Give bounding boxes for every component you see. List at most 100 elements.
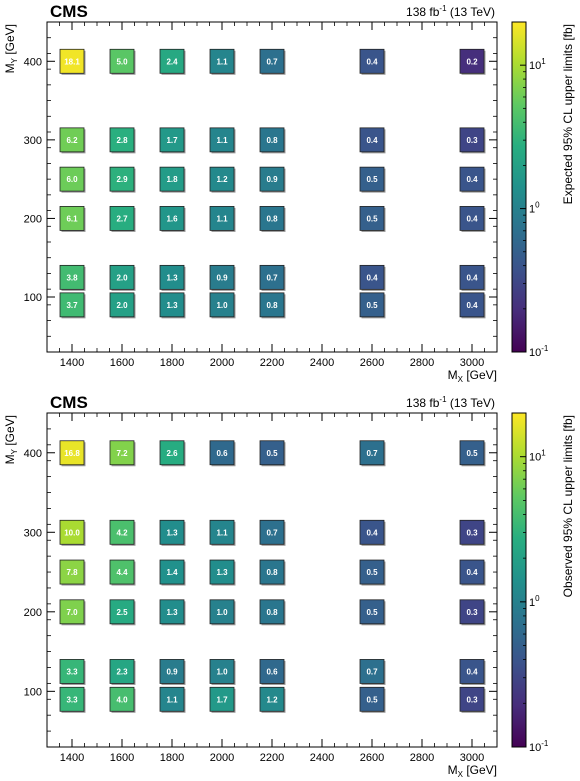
heatmap-cell: 1.1 — [159, 686, 186, 713]
x-axis-label: MX [GeV] — [448, 368, 497, 384]
cell-square — [259, 127, 285, 153]
heatmap-cell: 1.7 — [159, 127, 186, 154]
heatmap-cell: 0.8 — [259, 292, 286, 319]
cell-value-label: 0.3 — [466, 528, 478, 537]
luminosity-label: 138 fb-1 (13 TeV) — [406, 4, 495, 19]
heatmap-cell: 0.4 — [459, 166, 486, 193]
cell-value-label: 0.6 — [216, 449, 228, 458]
cell-square — [159, 686, 185, 712]
x-axis-subscript: X — [458, 770, 464, 779]
cell-square — [259, 292, 285, 318]
cell-square — [459, 659, 485, 684]
lumi-value: 138 fb — [406, 5, 440, 19]
cell-value-label: 1.3 — [166, 528, 178, 537]
cell-square — [459, 127, 485, 153]
heatmap-cell: 2.6 — [159, 440, 186, 467]
heatmap-cell: 0.6 — [259, 659, 286, 685]
cell-square — [109, 206, 135, 231]
cell-square — [109, 166, 135, 192]
heatmap-cell: 7.0 — [59, 599, 86, 626]
heatmap-cell: 2.8 — [109, 127, 136, 154]
cell-square — [459, 48, 485, 74]
heatmap-cell: 0.4 — [459, 206, 486, 232]
lumi-exponent: -1 — [439, 4, 447, 13]
cell-value-label: 2.7 — [116, 214, 128, 223]
cell-square — [59, 206, 85, 231]
cell-value-label: 16.8 — [64, 449, 80, 458]
cell-square — [159, 659, 185, 684]
cell-value-label: 0.8 — [266, 568, 278, 577]
cell-square — [359, 166, 385, 192]
cell-square — [359, 686, 385, 712]
cell-value-label: 1.3 — [216, 568, 228, 577]
colorbar-tick-base: 10 — [529, 742, 541, 754]
cell-value-label: 1.1 — [216, 528, 228, 537]
heatmap-cell: 1.8 — [159, 166, 186, 193]
y-axis-label: MY [GeV] — [3, 415, 19, 464]
cell-value-label: 1.0 — [216, 667, 228, 676]
heatmap-cell: 0.4 — [359, 127, 386, 154]
cell-square — [59, 659, 85, 684]
cell-square — [459, 559, 485, 585]
cell-value-label: 3.3 — [66, 695, 78, 704]
heatmap-cell: 0.8 — [259, 559, 286, 586]
heatmap-cell: 1.3 — [159, 292, 186, 319]
cell-value-label: 0.7 — [266, 273, 278, 282]
heatmap-cell: 1.4 — [159, 559, 186, 586]
cell-value-label: 1.7 — [216, 695, 228, 704]
x-tick-label: 3000 — [460, 752, 484, 764]
cell-value-label: 1.3 — [166, 301, 178, 310]
heatmap-cell: 7.2 — [109, 440, 136, 467]
cell-square — [259, 519, 285, 545]
cell-value-label: 0.5 — [266, 449, 278, 458]
cell-value-label: 0.9 — [166, 667, 178, 676]
y-axis-subscript: Y — [10, 448, 19, 454]
cell-value-label: 2.0 — [116, 301, 128, 310]
x-tick-label: 3000 — [460, 357, 484, 369]
cell-value-label: 0.5 — [366, 568, 378, 577]
colorbar-tick-label: 10-1 — [529, 344, 549, 359]
y-tick-label: 300 — [24, 135, 42, 147]
x-axis-symbol: M — [448, 368, 458, 382]
cell-square — [209, 519, 235, 545]
cell-square — [159, 559, 185, 585]
y-tick-label: 400 — [24, 56, 42, 68]
heatmap-cell: 0.4 — [459, 264, 486, 291]
x-tick-label: 2600 — [360, 357, 384, 369]
colorbar-tick-base: 1 — [529, 597, 535, 609]
heatmap-cell: 0.3 — [459, 599, 486, 626]
cell-value-label: 7.2 — [116, 449, 128, 458]
y-axis-unit: [GeV] — [3, 24, 17, 58]
cell-square — [259, 48, 285, 74]
x-axis-label: MX [GeV] — [448, 763, 497, 779]
cell-value-label: 0.4 — [366, 57, 378, 66]
y-axis-label: MY [GeV] — [3, 24, 19, 73]
experiment-label: CMS — [50, 393, 88, 412]
cell-value-label: 4.4 — [116, 568, 128, 577]
x-tick-label: 2200 — [260, 752, 284, 764]
cell-square — [159, 440, 185, 466]
x-tick-label: 1800 — [160, 357, 184, 369]
cell-value-label: 0.4 — [466, 273, 478, 282]
cell-square — [109, 440, 135, 466]
cell-square — [109, 559, 135, 585]
heatmap-cell: 6.0 — [59, 166, 86, 193]
cell-value-label: 1.3 — [166, 273, 178, 282]
colorbar-tick-exponent: -1 — [541, 739, 549, 748]
cell-value-label: 1.2 — [266, 695, 278, 704]
cell-value-label: 0.7 — [266, 57, 278, 66]
cell-square — [359, 440, 385, 466]
colorbar-tick-label: 10-1 — [529, 739, 549, 754]
heatmap-cell: 10.0 — [59, 519, 86, 546]
heatmap-cell: 2.3 — [109, 659, 136, 685]
heatmap-cell: 0.7 — [359, 659, 386, 685]
cell-square — [209, 599, 235, 625]
x-axis-unit: [GeV] — [463, 368, 497, 382]
cell-value-label: 0.5 — [366, 695, 378, 704]
x-tick-label: 1600 — [110, 752, 134, 764]
energy-label: (13 TeV) — [447, 396, 495, 410]
cell-square — [459, 599, 485, 625]
heatmap-cell: 6.1 — [59, 206, 86, 232]
y-axis-unit: [GeV] — [3, 415, 17, 449]
cell-square — [259, 166, 285, 192]
